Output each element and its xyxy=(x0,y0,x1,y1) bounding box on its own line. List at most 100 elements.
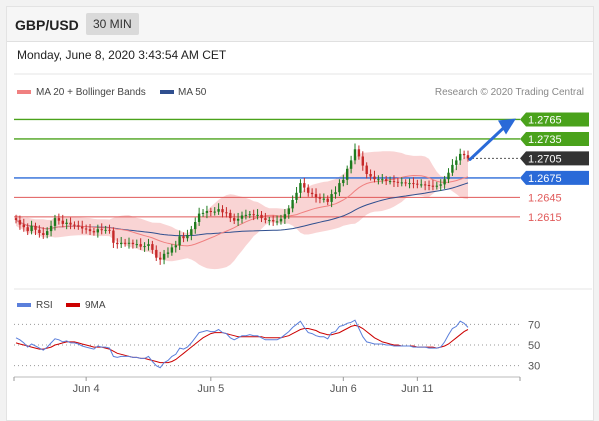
ma50-legend-label: MA 50 xyxy=(178,87,207,98)
candle-body xyxy=(330,194,333,202)
time-tick-label: Jun 6 xyxy=(330,383,357,395)
timeframe-badge[interactable]: 30 MIN xyxy=(86,13,139,35)
candle-body xyxy=(388,181,392,183)
candle-body xyxy=(225,212,228,214)
candle-body xyxy=(299,183,302,193)
chart-header: GBP/USD 30 MIN xyxy=(7,7,593,42)
timestamp-label: Monday, June 8, 2020 3:43:54 AM CET xyxy=(17,48,227,62)
candle-body xyxy=(295,192,298,200)
candle-body xyxy=(120,242,123,245)
candle-body xyxy=(264,218,267,220)
candle-body xyxy=(349,160,353,169)
candle-body xyxy=(26,227,29,232)
candle-body xyxy=(174,245,177,248)
candle-body xyxy=(459,153,462,161)
candle-body xyxy=(353,149,357,161)
ma9-legend-label: 9MA xyxy=(85,300,106,311)
candle-body xyxy=(369,174,372,177)
candle-body xyxy=(346,168,349,180)
candle-body xyxy=(116,242,119,245)
candle-body xyxy=(209,211,212,212)
projection-arrow-shaft xyxy=(468,125,506,161)
candle-body xyxy=(100,229,103,231)
candle-body xyxy=(462,153,466,156)
candle-body xyxy=(197,213,201,222)
candle-body xyxy=(38,229,41,233)
candle-body xyxy=(213,211,216,213)
pivot-level-tag: 1.2675 xyxy=(528,173,562,185)
candle-body xyxy=(57,218,61,221)
candle-body xyxy=(88,229,92,232)
support-level-tag: 1.2645 xyxy=(528,192,562,204)
candle-body xyxy=(342,179,345,183)
candle-body xyxy=(104,229,107,231)
candle-body xyxy=(244,214,248,216)
ma20-line xyxy=(15,174,469,247)
candle-body xyxy=(139,244,142,247)
candle-body xyxy=(61,220,64,224)
current-level-tag: 1.2705 xyxy=(528,153,562,165)
resistance-level-tag: 1.2765 xyxy=(528,114,562,126)
candle-body xyxy=(34,225,37,230)
candle-body xyxy=(252,214,255,216)
candle-body xyxy=(338,183,341,193)
ma50-legend-swatch xyxy=(160,90,174,94)
rsi-ma9-line xyxy=(15,324,469,364)
candle-body xyxy=(194,222,197,230)
candle-body xyxy=(396,181,400,183)
research-credit: Research © 2020 Trading Central xyxy=(435,87,584,98)
candle-body xyxy=(381,179,384,181)
candle-body xyxy=(69,222,72,225)
candle-body xyxy=(431,185,435,187)
ma9-legend-swatch xyxy=(66,303,80,307)
candle-body xyxy=(326,198,329,202)
candle-body xyxy=(248,214,251,216)
pivot-tag-box xyxy=(520,170,589,185)
candle-body xyxy=(392,181,396,183)
bollinger-band xyxy=(16,151,468,270)
candle-body xyxy=(186,235,189,239)
candle-body xyxy=(84,228,88,230)
candle-body xyxy=(236,218,240,221)
candle-body xyxy=(221,209,224,213)
rsi-tick-label: 50 xyxy=(528,340,540,352)
rsi-legend-label: RSI xyxy=(36,300,53,311)
candle-body xyxy=(357,149,361,157)
candle-body xyxy=(131,242,135,245)
candle-body xyxy=(310,192,314,195)
candle-body xyxy=(14,218,18,220)
candle-body xyxy=(108,229,111,231)
candle-body xyxy=(217,209,220,212)
candle-body xyxy=(373,176,376,180)
candle-body xyxy=(377,179,380,181)
candle-body xyxy=(275,221,279,223)
time-tick-label: Jun 5 xyxy=(197,383,224,395)
currency-pair-title: GBP/USD xyxy=(15,17,79,33)
candle-body xyxy=(170,247,174,253)
candle-body xyxy=(123,242,127,244)
candle-body xyxy=(307,187,310,193)
candle-body xyxy=(279,218,283,222)
candle-body xyxy=(65,222,68,224)
candle-body xyxy=(147,244,150,246)
candle-body xyxy=(287,208,290,215)
candle-body xyxy=(400,182,403,184)
candle-body xyxy=(182,236,185,239)
candle-body xyxy=(435,185,438,187)
candle-body xyxy=(272,220,275,222)
candle-body xyxy=(155,249,158,258)
candle-body xyxy=(22,224,25,228)
chart-card: GBP/USD 30 MIN Monday, June 8, 2020 3:43… xyxy=(6,6,594,421)
candle-body xyxy=(404,182,407,184)
rsi-legend-swatch xyxy=(17,303,31,307)
candle-body xyxy=(201,212,205,214)
candle-body xyxy=(256,214,259,216)
candle-body xyxy=(318,197,322,199)
candle-body xyxy=(46,231,49,235)
candle-body xyxy=(466,155,470,159)
time-tick-label: Jun 11 xyxy=(401,383,433,395)
ma20-legend-swatch xyxy=(17,90,31,94)
candle-body xyxy=(443,179,446,185)
current-tag-box xyxy=(520,151,589,166)
